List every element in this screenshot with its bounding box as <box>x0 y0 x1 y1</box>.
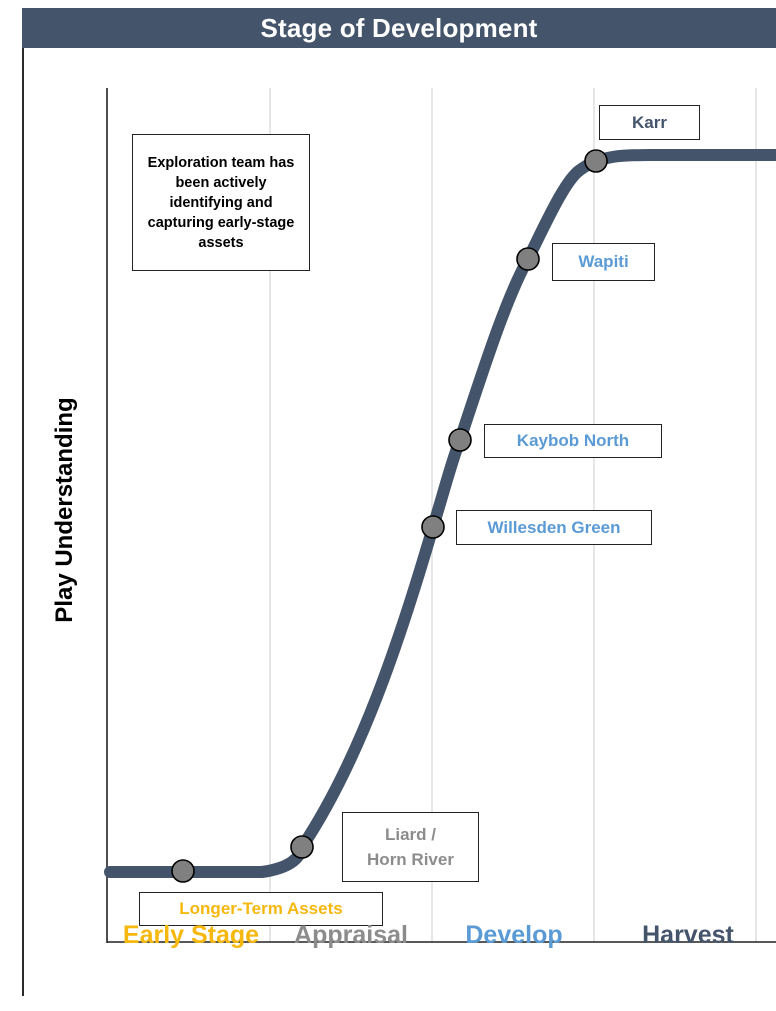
label-liard-horn-river: Liard / Horn River <box>342 812 479 882</box>
marker-karr <box>584 149 608 173</box>
label-kaybob-north: Kaybob North <box>484 424 662 458</box>
stage-early-stage: Early Stage <box>122 920 260 949</box>
label-liard-line1: Liard / <box>384 825 436 844</box>
label-longer-term-assets: Longer-Term Assets <box>139 892 383 926</box>
stage-appraisal: Appraisal <box>294 920 408 949</box>
header-banner: Stage of Development <box>22 8 776 48</box>
marker-wapiti <box>516 247 540 271</box>
stage-harvest: Harvest <box>642 920 734 949</box>
marker-kaybob-north <box>448 428 472 452</box>
label-karr: Karr <box>599 105 700 140</box>
label-willesden-green: Willesden Green <box>456 510 652 545</box>
page-title: Stage of Development <box>260 12 538 43</box>
marker-willesden-green <box>421 515 445 539</box>
header-background <box>22 8 776 48</box>
marker-longer-term-assets <box>171 859 195 883</box>
note-box: Exploration team has been actively ident… <box>132 134 310 271</box>
label-liard-line2: Horn River <box>367 850 454 869</box>
stage-develop: Develop <box>465 920 563 949</box>
label-wapiti: Wapiti <box>552 243 655 281</box>
left-border-rule <box>22 48 24 996</box>
marker-liard-horn-river <box>290 835 314 859</box>
y-axis-label: Play Understanding <box>51 397 78 623</box>
note-text: Exploration team has been actively ident… <box>147 154 295 251</box>
